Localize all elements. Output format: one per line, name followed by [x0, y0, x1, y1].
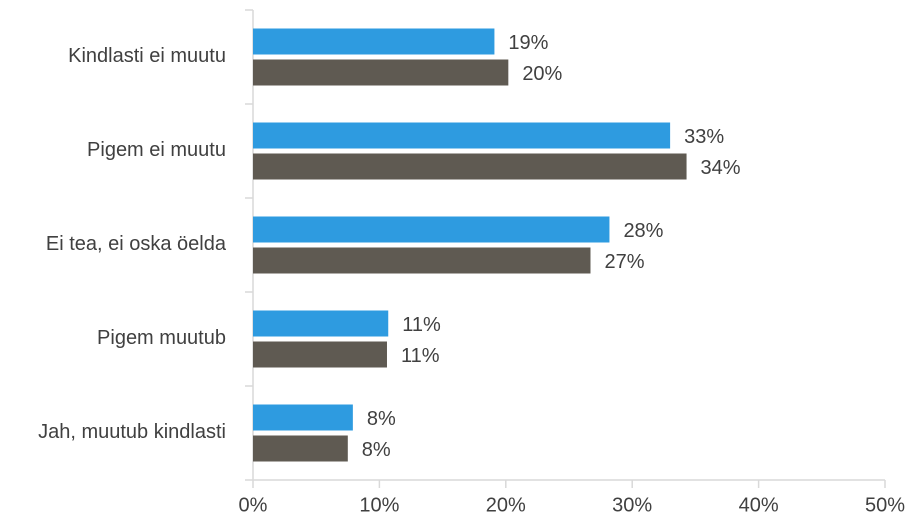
label-line: Kindlasti ei muutu	[68, 45, 226, 67]
y-tick-label: Pigem muutub	[97, 327, 226, 349]
y-tick-label: Kindlasti ei muutu	[68, 45, 226, 67]
y-tick-label: Pigem ei muutu	[87, 139, 226, 161]
value-label: 33%	[684, 126, 724, 148]
x-tick-label: 10%	[359, 494, 399, 516]
label-line: Pigem muutub	[97, 327, 226, 349]
bar	[253, 435, 348, 462]
value-label: 8%	[362, 439, 391, 461]
value-label: 19%	[508, 32, 548, 54]
bar	[253, 404, 353, 431]
label-line: Pigem ei muutu	[87, 139, 226, 161]
y-tick-label: Jah, muutub kindlasti	[38, 421, 226, 443]
x-tick-label: 50%	[865, 494, 905, 516]
bar	[253, 216, 610, 243]
y-tick-label: Ei tea, ei oska öelda	[46, 233, 227, 255]
bar	[253, 310, 389, 337]
bar	[253, 122, 671, 149]
bar	[253, 28, 495, 55]
value-label: 11%	[401, 345, 440, 367]
value-label: 11%	[402, 314, 441, 336]
x-tick-label: 20%	[486, 494, 526, 516]
label-line: Jah, muutub kindlasti	[38, 421, 226, 443]
x-tick-label: 30%	[612, 494, 652, 516]
label-line: Ei tea, ei oska öelda	[46, 233, 227, 255]
value-label: 34%	[701, 157, 741, 179]
bar	[253, 153, 687, 180]
x-tick-label: 40%	[739, 494, 779, 516]
bar	[253, 59, 509, 86]
bar	[253, 247, 591, 274]
value-label: 20%	[522, 63, 562, 85]
value-label: 28%	[623, 220, 663, 242]
x-tick-label: 0%	[239, 494, 268, 516]
bar	[253, 341, 387, 368]
value-label: 27%	[604, 251, 644, 273]
value-label: 8%	[367, 408, 396, 430]
